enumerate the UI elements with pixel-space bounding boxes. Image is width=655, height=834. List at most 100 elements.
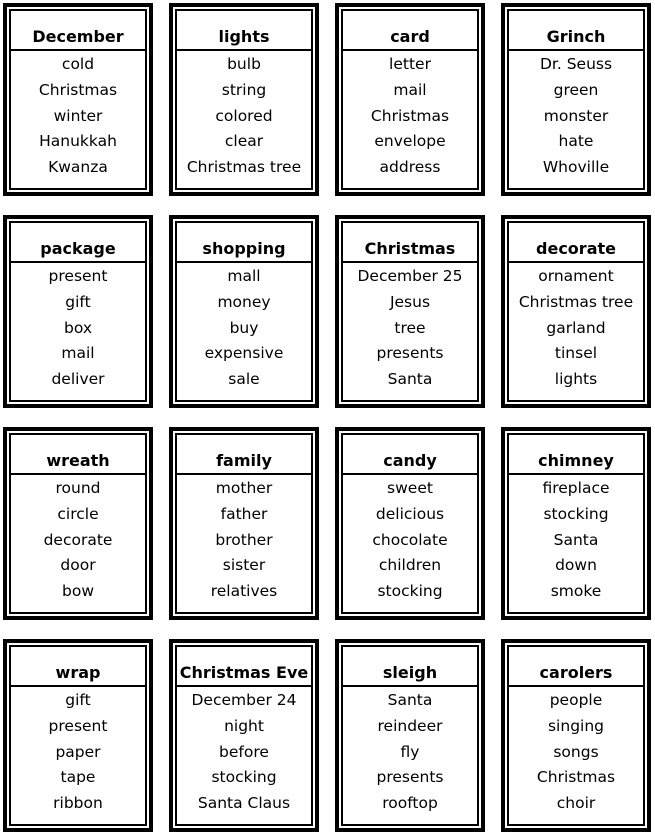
word-card: Grinch Dr. Seuss green monster hate Whoville — [501, 3, 651, 196]
card-inner-border: sleigh Santa reindeer fly presents rooftop — [341, 645, 479, 826]
card-word: fly — [400, 742, 420, 761]
card-word: smoke — [550, 582, 602, 601]
card-word: Christmas — [536, 768, 616, 787]
card-word: mall — [227, 267, 261, 285]
card-word-list: letter mail Christmas envelope address — [343, 51, 477, 181]
card-word-list: December 24 night before stocking Santa Clau… — [177, 687, 311, 817]
card-word: present — [48, 716, 108, 735]
word-card: lights bulb string colored clear Christmas tr… — [169, 3, 319, 196]
card-word-list: sweet delicious chocolate children stocking — [343, 475, 477, 605]
card-word: brother — [215, 530, 273, 549]
word-card: decorate ornament Christmas tree garland tin… — [501, 215, 651, 408]
word-card: carolers people singing songs Christmas choir — [501, 639, 651, 832]
word-card: candy sweet delicious chocolate children stoc… — [335, 427, 485, 620]
card-word: Christmas — [38, 80, 118, 99]
card-word: stocking — [543, 504, 609, 523]
card-word-list: Dr. Seuss green monster hate Whoville — [509, 51, 643, 181]
card-word: tree — [394, 318, 426, 337]
card-word: Jesus — [389, 292, 431, 311]
word-card: chimney fireplace stocking Santa down smoke — [501, 427, 651, 620]
card-word: sale — [228, 370, 260, 389]
card-title: carolers — [509, 647, 643, 687]
card-title: Grinch — [509, 11, 643, 51]
word-card: wreath round circle decorate door bow — [3, 427, 153, 620]
word-card: shopping mall money buy expensive sale — [169, 215, 319, 408]
card-word: lights — [554, 370, 598, 389]
card-title: lights — [177, 11, 311, 51]
card-word: children — [378, 556, 442, 575]
card-word: tinsel — [554, 344, 598, 363]
card-word: string — [221, 80, 267, 99]
card-word: Santa — [553, 530, 599, 549]
word-card: Christmas December 25 Jesus tree presents San… — [335, 215, 485, 408]
word-card: card letter mail Christmas envelope address — [335, 3, 485, 196]
card-word: box — [63, 318, 93, 337]
card-word: deliver — [51, 370, 105, 389]
card-word: bow — [62, 582, 94, 601]
card-inner-border: carolers people singing songs Christmas choir — [507, 645, 645, 826]
card-word-list: bulb string colored clear Christmas tree — [177, 51, 311, 181]
card-word: Christmas tree — [186, 158, 302, 177]
word-card: sleigh Santa reindeer fly presents rooftop — [335, 639, 485, 832]
card-title: shopping — [177, 223, 311, 263]
card-word: address — [379, 158, 441, 177]
card-word: reindeer — [377, 716, 443, 735]
card-word: winter — [53, 106, 103, 125]
word-card: package present gift box mail deliver — [3, 215, 153, 408]
card-word: green — [553, 80, 599, 99]
card-inner-border: Christmas Eve December 24 night before stock… — [175, 645, 313, 826]
card-inner-border: chimney fireplace stocking Santa down smoke — [507, 433, 645, 614]
card-word: people — [549, 691, 603, 709]
card-inner-border: card letter mail Christmas envelope address — [341, 9, 479, 190]
card-word: presents — [376, 768, 444, 787]
card-inner-border: family mother father brother sister relatives — [175, 433, 313, 614]
card-word: choir — [556, 794, 596, 813]
card-word: cold — [61, 55, 95, 73]
card-word: Santa Claus — [197, 794, 291, 813]
card-word: bulb — [227, 55, 261, 73]
card-title: chimney — [509, 435, 643, 475]
card-word: relatives — [210, 582, 278, 601]
card-word: rooftop — [382, 794, 438, 813]
card-word: delicious — [375, 504, 445, 523]
card-word-list: ornament Christmas tree garland tinsel light… — [509, 263, 643, 393]
card-word: chocolate — [372, 530, 448, 549]
card-word: sweet — [387, 479, 433, 497]
card-word: present — [48, 267, 108, 285]
card-word: money — [217, 292, 271, 311]
card-title: family — [177, 435, 311, 475]
card-word: expensive — [204, 344, 284, 363]
card-word: Hanukkah — [39, 132, 117, 151]
card-word: ornament — [538, 267, 614, 285]
card-title: Christmas Eve — [177, 647, 311, 687]
card-word: hate — [558, 132, 594, 151]
card-word: door — [60, 556, 96, 575]
card-word: before — [219, 742, 269, 761]
word-card: December cold Christmas winter Hanukkah Kwanz… — [3, 3, 153, 196]
card-word: Kwanza — [48, 158, 108, 177]
card-word: stocking — [377, 582, 443, 601]
card-word: gift — [65, 691, 91, 709]
card-word-list: mother father brother sister relatives — [177, 475, 311, 605]
card-word: Christmas — [370, 106, 450, 125]
card-title: Christmas — [343, 223, 477, 263]
card-word-list: gift present paper tape ribbon — [11, 687, 145, 817]
card-word: presents — [376, 344, 444, 363]
card-inner-border: Christmas December 25 Jesus tree presents San… — [341, 221, 479, 402]
card-word: mail — [61, 344, 95, 363]
card-word: December 25 — [357, 267, 463, 285]
card-title: wreath — [11, 435, 145, 475]
card-inner-border: Grinch Dr. Seuss green monster hate Whoville — [507, 9, 645, 190]
card-word: songs — [553, 742, 599, 761]
card-word: singing — [547, 716, 604, 735]
card-inner-border: candy sweet delicious chocolate children stoc… — [341, 433, 479, 614]
card-inner-border: package present gift box mail deliver — [9, 221, 147, 402]
card-grid: December cold Christmas winter Hanukkah Kwanz… — [3, 3, 651, 832]
card-word-list: Santa reindeer fly presents rooftop — [343, 687, 477, 817]
card-inner-border: December cold Christmas winter Hanukkah Kwanz… — [9, 9, 147, 190]
word-card: Christmas Eve December 24 night before stock… — [169, 639, 319, 832]
card-title: wrap — [11, 647, 145, 687]
card-inner-border: wreath round circle decorate door bow — [9, 433, 147, 614]
card-word: Christmas tree — [518, 292, 634, 311]
card-word: mother — [215, 479, 273, 497]
